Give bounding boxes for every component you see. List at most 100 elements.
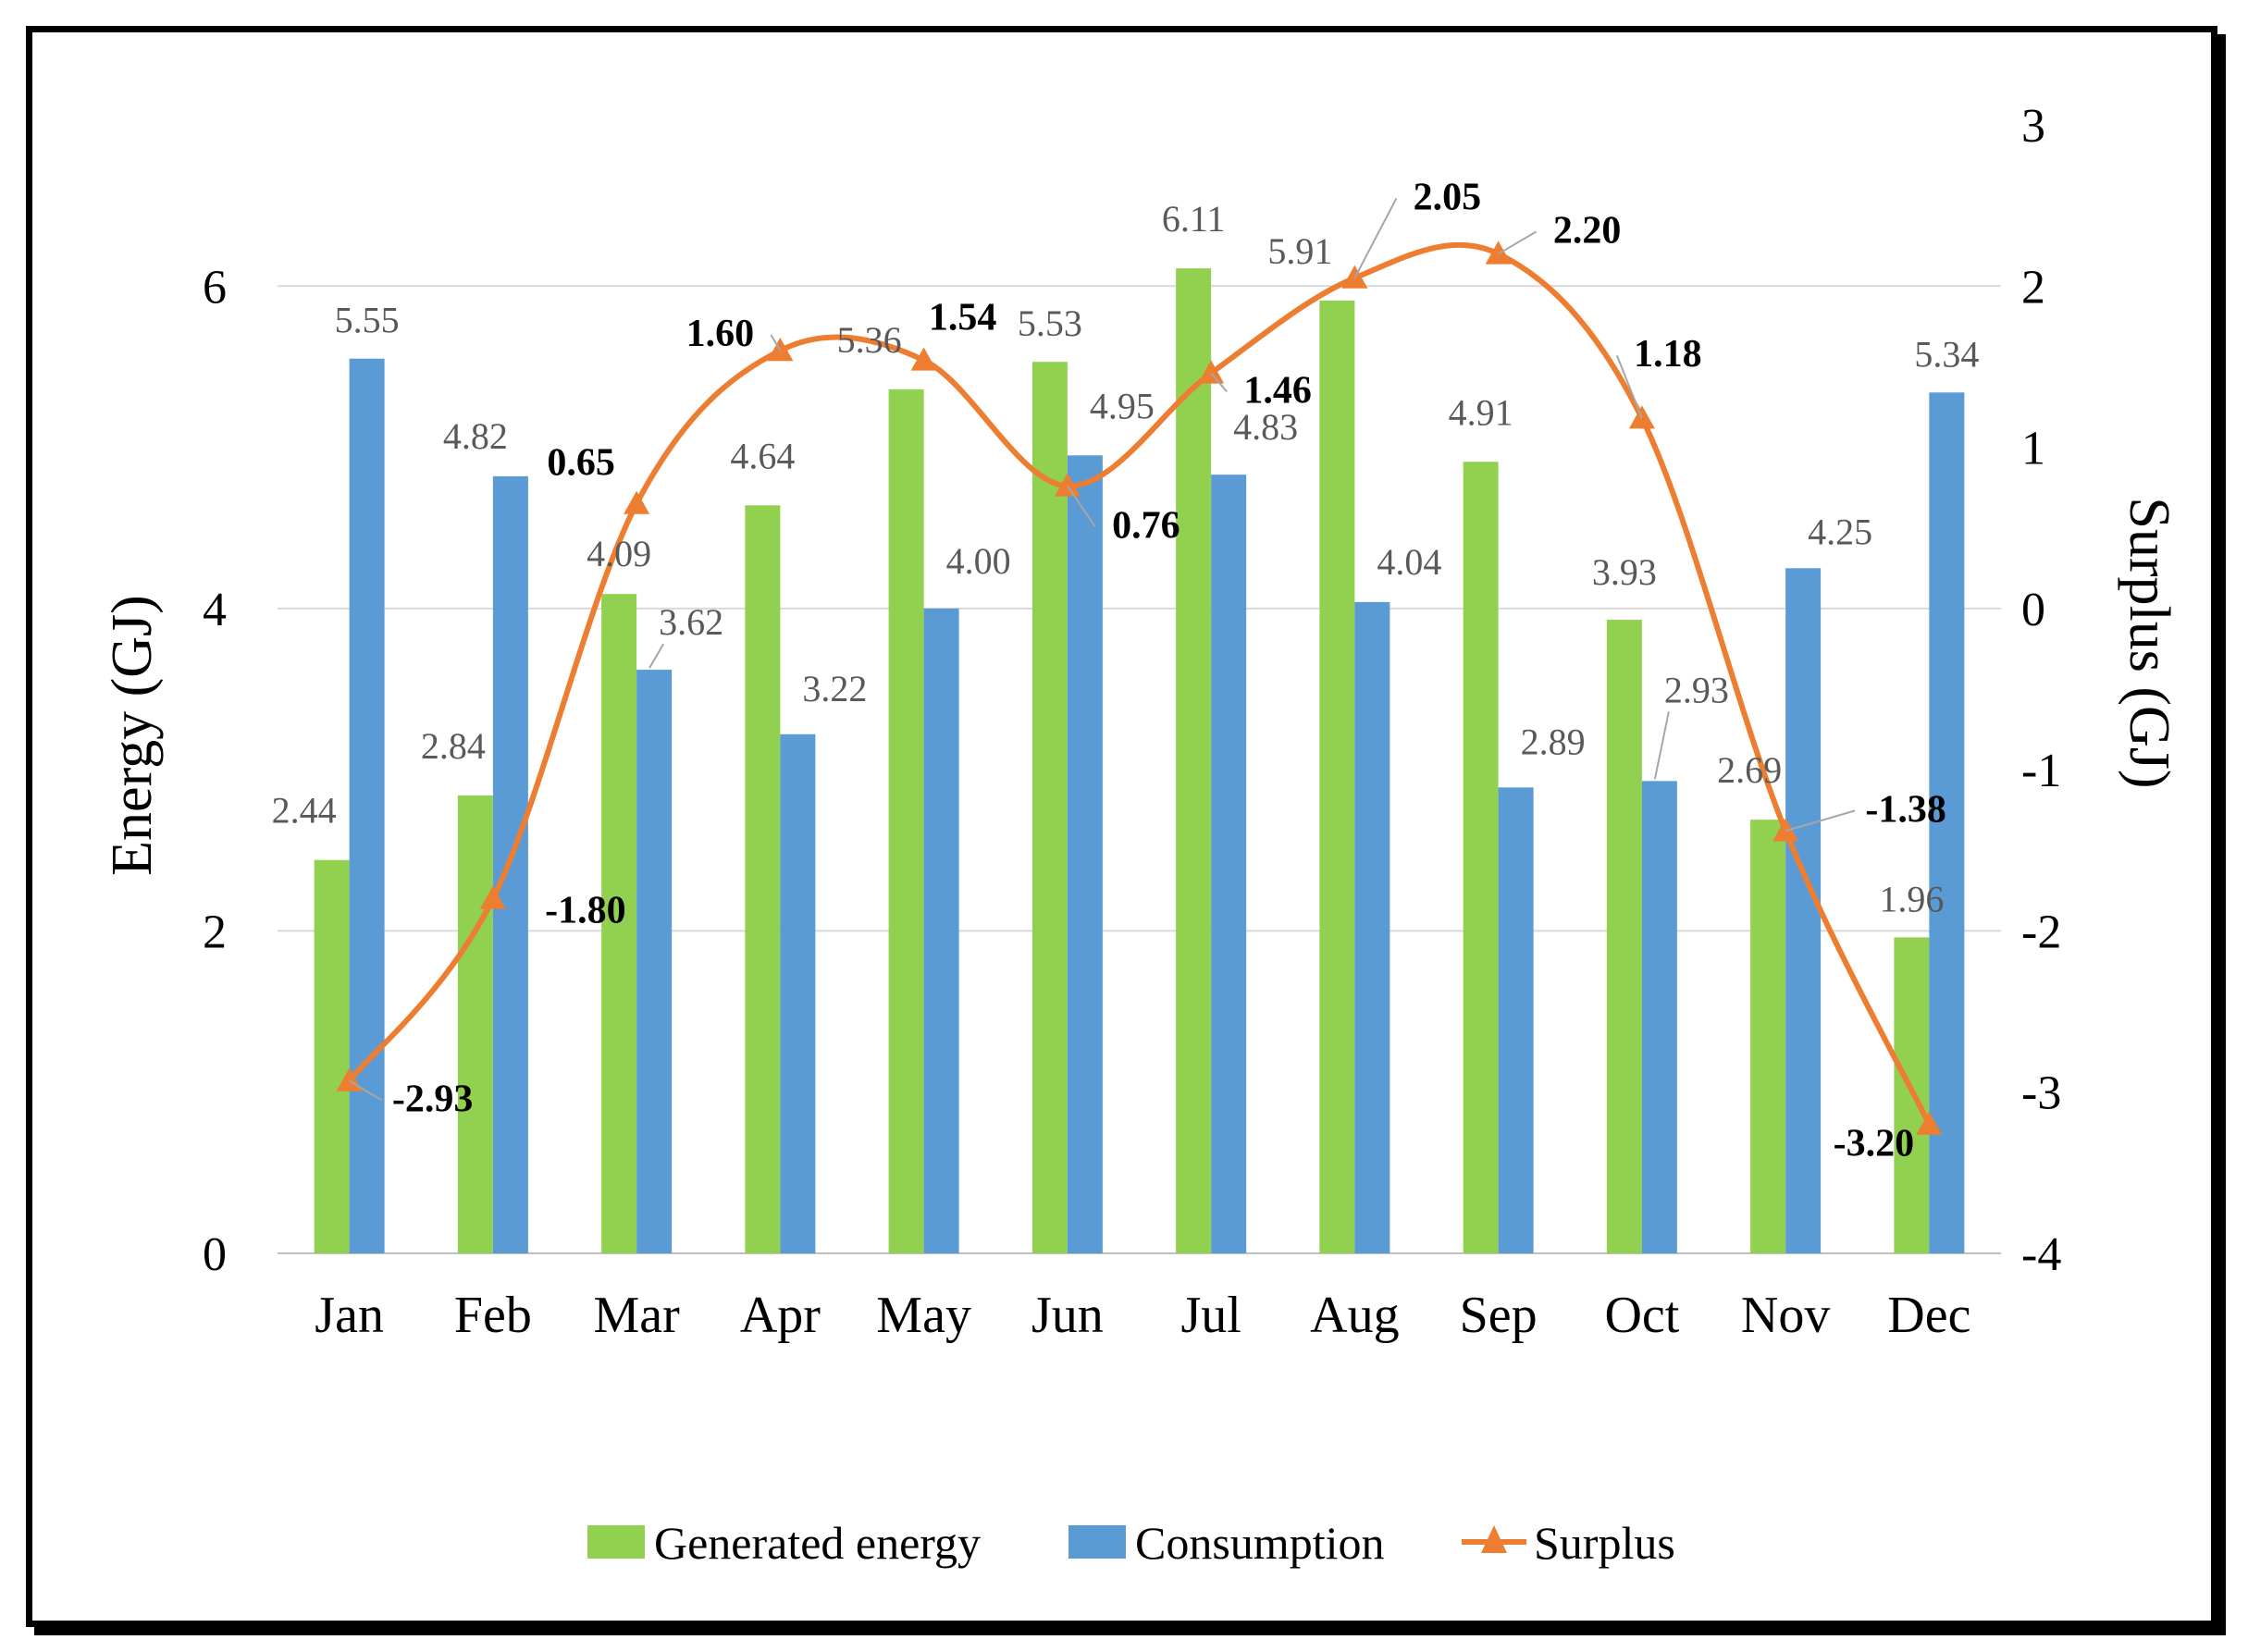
surplus-label: -2.93 [392,1079,474,1121]
consumption-label: 4.25 [1808,511,1872,552]
y2-axis-title: Surplus (GJ) [2118,497,2180,788]
consumption-bar [1929,392,1965,1253]
surplus-line [347,241,1933,1126]
consumption-bar [349,358,385,1253]
x-tick-label: Jan [315,1287,384,1344]
generated-energy-bar [1319,300,1355,1253]
generated-energy-bar [457,795,493,1253]
leader-line [1498,230,1538,255]
generated-energy-label: 5.91 [1267,230,1332,272]
legend-label: Surplus [1534,1517,1675,1569]
consumption-label: 2.93 [1664,669,1729,710]
surplus-label: 1.60 [686,313,755,355]
y2-tick-label: 0 [2021,584,2045,636]
y2-tick-label: -3 [2021,1067,2061,1120]
generated-energy-bar [601,594,637,1253]
generated-energy-bar [1176,268,1212,1254]
leader-line [1210,372,1228,393]
generated-energy-label: 2.44 [272,790,337,832]
consumption-label: 4.82 [443,415,508,457]
leader-line [1615,354,1643,419]
x-tick-label: Aug [1310,1287,1399,1344]
legend: Generated energy Consumption Surplus [587,1517,1675,1569]
x-tick-label: Feb [454,1287,532,1344]
generated-energy-bar [745,505,781,1253]
chart-frame: 2.44 5.55 -2.93 2.84 4.82 -1.80 4.09 3.62 0.65 4.… [26,26,2217,1627]
x-tick-label: May [876,1287,971,1344]
consumption-label: 5.34 [1914,333,1979,375]
surplus-label: -1.38 [1865,788,1946,831]
legend-marker [1481,1525,1507,1553]
x-tick-label: Nov [1741,1287,1830,1344]
surplus-label: -3.20 [1834,1123,1915,1165]
generated-energy-bar [1031,362,1068,1253]
data-labels: 2.44 5.55 -2.93 2.84 4.82 -1.80 4.093.62 0.65 4.… [272,177,1980,1165]
leader-line [1785,809,1856,832]
generated-energy-bar [1750,820,1786,1253]
y2-tick-label: -1 [2021,745,2061,797]
generated-energy-label: 2.69 [1717,749,1782,791]
generated-energy-bar [314,859,350,1253]
legend-swatch-0 [587,1525,645,1559]
surplus-marker [1772,818,1799,842]
consumption-label: 2.89 [1521,721,1586,762]
consumption-label: 4.04 [1377,541,1441,583]
consumption-bar [1641,781,1677,1253]
legend-label: Generated energy [654,1517,981,1569]
consumption-bar [1785,568,1822,1253]
leader-line [349,1079,383,1102]
y2-tick-label: 2 [2021,261,2045,314]
x-tick-label: Oct [1604,1287,1679,1344]
generated-energy-label: 4.91 [1449,391,1513,433]
surplus-label: 1.54 [929,296,997,339]
y-tick-label: 0 [203,1228,227,1281]
generated-energy-label: 5.36 [837,319,902,361]
y2-tick-label: -4 [2021,1228,2061,1281]
surplus-label: 0.65 [547,442,615,485]
gridlines [278,285,2001,1254]
generated-energy-label: 5.53 [1018,302,1082,344]
generated-energy-label: 2.84 [421,725,486,767]
x-tick-label: Sep [1460,1287,1538,1344]
surplus-marker [624,490,650,514]
x-tick-label: Jul [1180,1287,1241,1344]
y-tick-label: 2 [203,906,227,958]
consumption-bar [780,734,816,1253]
leader-line [1353,198,1398,279]
consumption-label: 3.62 [659,601,723,643]
legend-swatch-1 [1068,1525,1126,1559]
leader-line [770,334,782,351]
generated-energy-label: 6.11 [1162,198,1226,240]
surplus-marker [1916,1111,1943,1135]
consumption-bar [1211,475,1247,1253]
y-axis-title: Energy (GJ) [101,595,164,876]
surplus-label: 0.76 [1112,504,1180,547]
x-tick-label: Jun [1031,1287,1104,1344]
consumption-label: 3.22 [802,668,867,709]
chart: 2.44 5.55 -2.93 2.84 4.82 -1.80 4.093.62 0.65 4.… [101,100,2180,1569]
generated-energy-label: 4.09 [587,533,651,574]
y2-tick-label: 1 [2021,423,2045,475]
leader-line [1067,485,1096,527]
surplus-label: 2.05 [1414,177,1482,219]
y-tick-label: 6 [203,261,227,314]
consumption-label: 5.55 [335,300,400,341]
consumption-label: 4.83 [1233,406,1298,448]
consumption-bar [923,608,959,1253]
axes: 0 2 4 6 -4 -3 -2 -1 0 1 2 3 Jan Feb Mar Apr May Jun Jul Aug… [101,100,2180,1344]
consumption-bar [636,670,673,1253]
surplus-label: 1.46 [1243,369,1312,412]
x-tick-label: Dec [1887,1287,1970,1344]
x-tick-label: Apr [740,1287,821,1344]
generated-energy-bar [1606,620,1642,1253]
surplus-marker [1485,240,1512,265]
x-tick-label: Mar [593,1287,680,1344]
consumption-bar [1354,601,1390,1253]
generated-energy-label: 1.96 [1879,878,1944,919]
leader-lines [349,198,1856,1102]
y2-tick-label: 3 [2021,100,2045,153]
bars [314,268,1965,1254]
legend-label: Consumption [1135,1517,1384,1569]
consumption-label: 4.95 [1090,385,1155,426]
y-tick-label: 4 [203,584,227,636]
